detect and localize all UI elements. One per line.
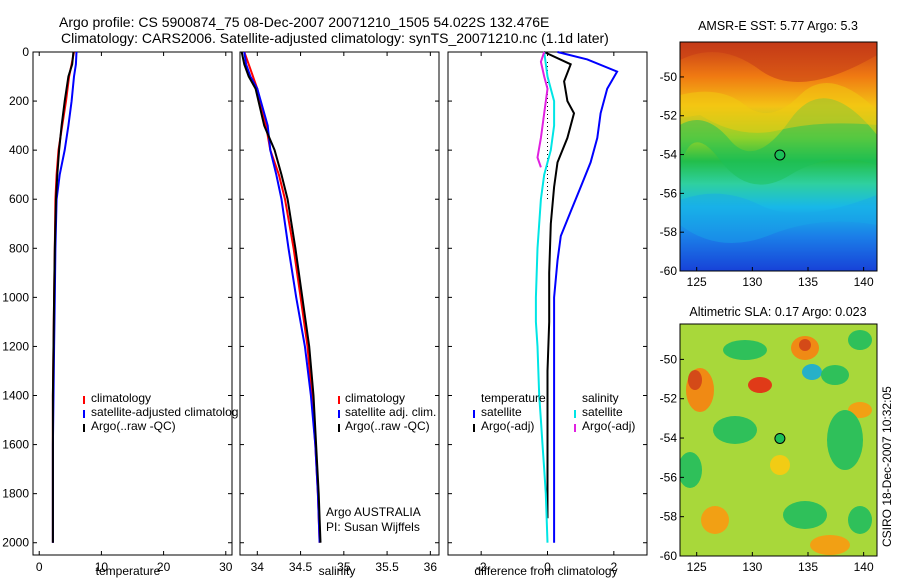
x-tick-label: 30 (219, 560, 233, 574)
depth-tick-label: 1200 (2, 339, 29, 353)
map-y-tick-label: -54 (660, 431, 678, 445)
map-x-tick-label: 140 (854, 560, 874, 574)
depth-tick-label: 200 (9, 94, 29, 108)
map-x-tick-label: 125 (687, 275, 707, 289)
legend-label: satellite (481, 405, 522, 419)
map-x-tick-label: 125 (687, 560, 707, 574)
sla-map-frame (679, 323, 878, 557)
difference-legend: temperature salinity satellite Argo(-adj… (473, 391, 635, 433)
csiro-timestamp: CSIRO 18-Dec-2007 10:32:05 (880, 386, 894, 547)
map-y-tick-label: -56 (660, 186, 678, 200)
x-tick-label: 35.5 (375, 560, 399, 574)
legend-label: Argo(..raw -QC) (91, 419, 176, 433)
x-tick-label: 2 (610, 560, 617, 574)
legend-label: Argo(-adj) (481, 419, 534, 433)
argo-location-marker (774, 432, 786, 444)
sla-map-panel: Altimetric SLA: 0.17 Argo: 0.023 125 130 1… (660, 305, 878, 574)
depth-tick-label: 1600 (2, 438, 29, 452)
sla-map-title: Altimetric SLA: 0.17 Argo: 0.023 (689, 305, 866, 319)
map-x-tick-label: 130 (742, 560, 762, 574)
depth-tick-label: 2000 (2, 536, 29, 550)
difference-xlabel: difference from climatology (474, 564, 617, 578)
depth-tick-label: 1400 (2, 389, 29, 403)
map-y-tick-label: -60 (660, 264, 678, 278)
map-x-tick-label: 130 (742, 275, 762, 289)
x-tick-label: 34.5 (289, 560, 313, 574)
map-x-tick-label: 140 (854, 275, 874, 289)
map-x-tick-label: 135 (798, 275, 818, 289)
map-y-tick-label: -54 (660, 148, 678, 162)
sla-map-image (680, 324, 877, 556)
sst-map-title: AMSR-E SST: 5.77 Argo: 5.3 (698, 19, 858, 33)
salinity-legend: climatology satellite adj. clim. Argo(..… (326, 391, 436, 534)
series-line-black (51, 51, 75, 543)
legend-label: satellite (582, 405, 623, 419)
sst-map-panel: AMSR-E SST: 5.77 Argo: 5.3 125 130 135 140 -… (660, 19, 878, 289)
legend-label: climatology (91, 391, 151, 405)
argo-annotation-line1: Argo AUSTRALIA (326, 505, 421, 519)
depth-tick-label: 0 (22, 45, 29, 59)
depth-tick-label: 1000 (2, 290, 29, 304)
legend-label: satellite-adjusted climatolog (91, 405, 238, 419)
legend-label: satellite adj. clim. (345, 405, 436, 419)
salinity-xlabel: salinity (319, 564, 356, 578)
series-line-magenta (536, 51, 549, 168)
salinity-axes (239, 51, 440, 556)
x-tick-label: 35 (337, 560, 351, 574)
salinity-panel: 34 34.5 35 35.5 36 (239, 51, 440, 574)
temperature-axes (32, 51, 233, 556)
argo-location-marker (774, 149, 786, 161)
map-x-tick-label: 135 (798, 560, 818, 574)
x-tick-label: 10 (95, 560, 109, 574)
map-y-tick-label: -58 (660, 510, 678, 524)
legend-label: climatology (345, 391, 405, 405)
series-line-red (243, 51, 321, 543)
x-tick-label: 34 (251, 560, 265, 574)
series-line-blue (51, 51, 78, 543)
series-line-black (543, 51, 576, 519)
series-line-cyan (534, 51, 556, 543)
temperature-legend: climatology satellite-adjusted climatolo… (83, 391, 238, 433)
x-tick-label: 0 (36, 560, 43, 574)
x-tick-label: 0 (544, 560, 551, 574)
map-y-tick-label: -50 (660, 70, 678, 84)
temperature-panel: 0 10 20 30 (32, 51, 233, 574)
series-line-red (51, 51, 75, 543)
depth-tick-label: 800 (9, 241, 29, 255)
map-y-tick-label: -50 (660, 352, 678, 366)
x-tick-label: 20 (157, 560, 171, 574)
temperature-xlabel: temperature (96, 564, 161, 578)
sla-map-ticks: 125 130 135 140 -50 -52 -54 -56 -58 -60 (660, 352, 874, 574)
sst-map-ticks: 125 130 135 140 -50 -52 -54 -56 -58 -60 (660, 70, 874, 289)
difference-panel: -2 0 2 (447, 51, 648, 574)
map-y-tick-label: -52 (660, 109, 678, 123)
map-y-tick-label: -60 (660, 549, 678, 563)
map-y-tick-label: -56 (660, 470, 678, 484)
legend-label: Argo(-adj) (582, 419, 635, 433)
sst-map-frame (679, 41, 878, 272)
argo-annotation-line2: PI: Susan Wijffels (326, 520, 420, 534)
series-line-black (240, 51, 322, 543)
x-tick-label: -2 (476, 560, 487, 574)
map-y-tick-label: -58 (660, 225, 678, 239)
series-line-blue (553, 51, 619, 543)
depth-tick-labels: 0 200 400 600 800 1000 1200 1400 1600 1800 2000 (2, 45, 29, 550)
depth-tick-label: 1800 (2, 487, 29, 501)
depth-tick-label: 600 (9, 192, 29, 206)
legend-label: Argo(..raw -QC) (345, 419, 430, 433)
depth-tick-label: 400 (9, 143, 29, 157)
legend-header-temperature: temperature (481, 391, 546, 405)
series-line-blue (243, 51, 321, 543)
legend-header-salinity: salinity (582, 391, 619, 405)
map-y-tick-label: -52 (660, 392, 678, 406)
figure-title: Argo profile: CS 5900874_75 08-Dec-2007 … (59, 14, 549, 30)
x-tick-label: 36 (424, 560, 438, 574)
figure-subtitle: Climatology: CARS2006. Satellite-adjuste… (61, 30, 609, 46)
